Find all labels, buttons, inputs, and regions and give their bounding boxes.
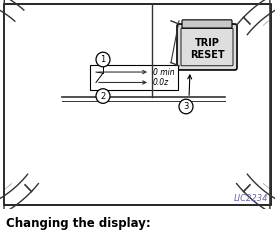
Text: LIC2234: LIC2234 xyxy=(233,193,268,203)
Circle shape xyxy=(179,99,193,114)
Text: Changing the display:: Changing the display: xyxy=(6,216,150,230)
Text: 0.0z: 0.0z xyxy=(153,78,169,87)
Bar xyxy=(90,65,178,90)
Text: 2: 2 xyxy=(100,91,106,101)
Circle shape xyxy=(96,89,110,103)
Text: 1: 1 xyxy=(100,55,106,64)
FancyBboxPatch shape xyxy=(177,24,237,70)
Text: 3: 3 xyxy=(183,102,189,111)
FancyBboxPatch shape xyxy=(182,20,232,28)
Text: 0 min: 0 min xyxy=(153,67,175,77)
Text: TRIP
RESET: TRIP RESET xyxy=(190,38,224,60)
Circle shape xyxy=(96,52,110,67)
